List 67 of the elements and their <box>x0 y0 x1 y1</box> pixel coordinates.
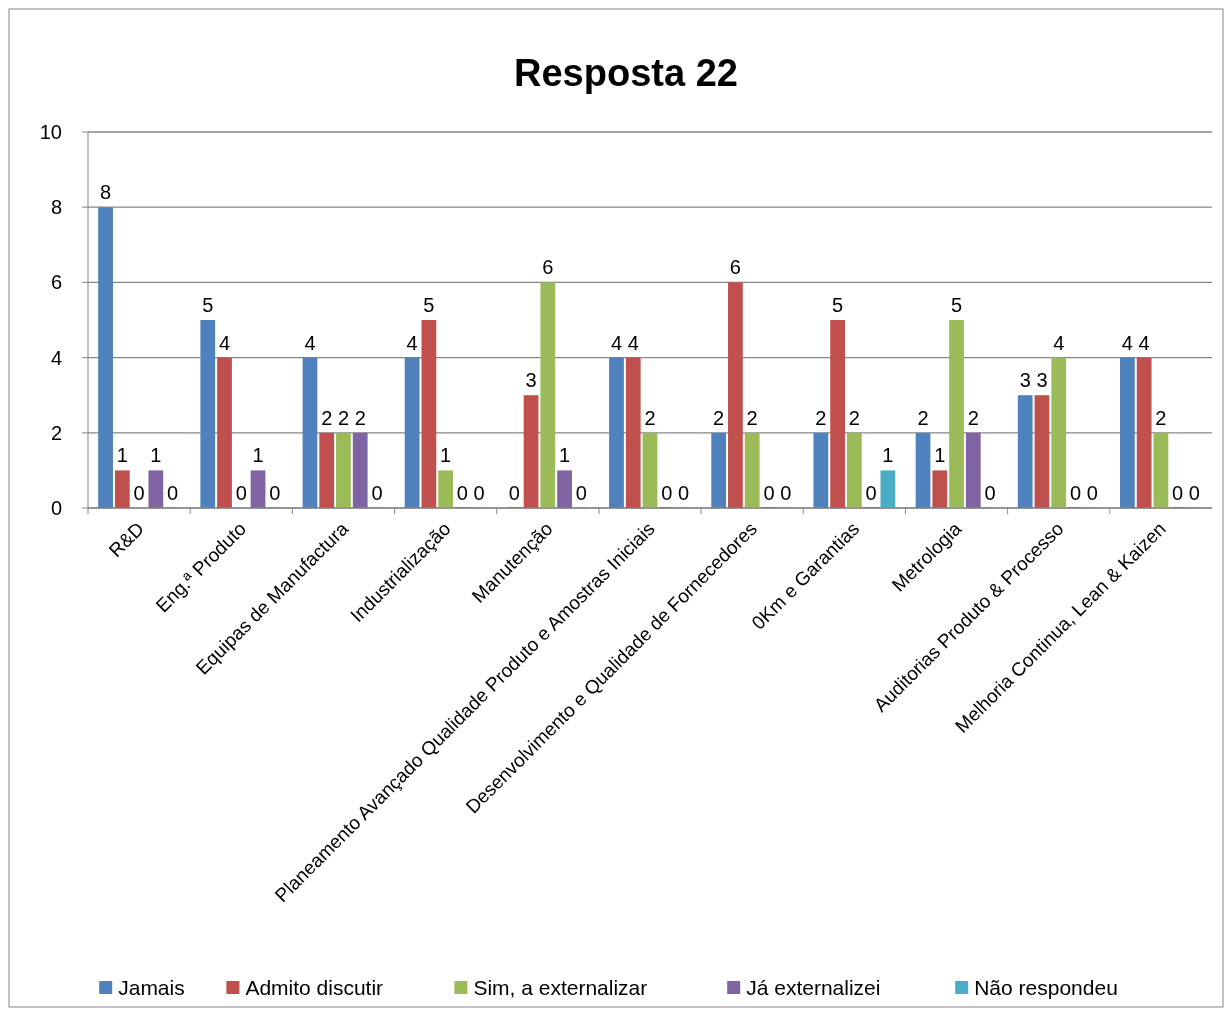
data-label: 5 <box>832 294 844 316</box>
data-label: 3 <box>1036 369 1048 392</box>
data-label: 0 <box>235 482 247 504</box>
legend-label: Não respondeu <box>974 976 1118 999</box>
data-label: 2 <box>321 406 333 429</box>
data-label: 2 <box>644 406 656 429</box>
data-label: 4 <box>1138 331 1150 354</box>
data-label: 0 <box>865 482 877 504</box>
data-label: 4 <box>304 331 316 354</box>
data-label: 6 <box>729 256 741 279</box>
data-label: 0 <box>1172 482 1184 504</box>
data-label: 1 <box>882 444 894 467</box>
legend-label: Sim, a externalizar <box>473 976 648 999</box>
data-label: 3 <box>1019 369 1031 392</box>
data-label: 2 <box>337 406 350 429</box>
data-label: 8 <box>100 181 112 204</box>
data-label: 1 <box>150 444 162 467</box>
data-label: 0 <box>456 482 468 504</box>
legend-label: Já externalizei <box>746 976 881 999</box>
data-label: 0 <box>575 482 587 504</box>
data-label: 0 <box>677 482 690 504</box>
data-label: 1 <box>559 444 571 467</box>
data-label: 2 <box>713 406 725 429</box>
data-label: 0 <box>780 482 792 504</box>
data-label: 0 <box>984 482 996 504</box>
data-label: 0 <box>661 482 673 504</box>
y-tick-label: 2 <box>50 421 62 444</box>
data-label: 4 <box>1053 331 1065 354</box>
data-label: 1 <box>252 444 264 467</box>
chart-title: Resposta 22 <box>514 52 738 94</box>
data-label: 5 <box>202 294 214 316</box>
data-label: 1 <box>934 444 946 467</box>
data-label: 3 <box>525 369 537 392</box>
y-tick-label: 4 <box>50 346 62 369</box>
data-label: 0 <box>1188 482 1200 504</box>
data-label: 5 <box>423 294 435 316</box>
data-label: 4 <box>218 331 231 354</box>
data-label: 4 <box>406 331 418 354</box>
data-label: 1 <box>440 444 452 467</box>
data-label: 5 <box>950 294 963 316</box>
data-label: 0 <box>133 482 145 504</box>
data-label: 1 <box>116 444 128 467</box>
data-label: 0 <box>269 482 281 504</box>
data-label: 2 <box>967 406 979 429</box>
data-label: 2 <box>848 406 860 429</box>
data-label: 0 <box>1069 482 1082 504</box>
data-label: 0 <box>1086 482 1098 504</box>
y-tick-label: 0 <box>50 497 62 519</box>
data-label: 6 <box>542 256 554 279</box>
data-label: 2 <box>746 406 758 429</box>
data-label: 4 <box>627 331 639 354</box>
y-tick-label: 8 <box>50 196 62 219</box>
y-tick-label: 6 <box>50 271 62 294</box>
data-label: 0 <box>371 482 383 504</box>
legend-label: Admito discutir <box>245 976 384 999</box>
data-label: 4 <box>610 331 623 354</box>
data-label: 2 <box>354 406 366 429</box>
data-label: 2 <box>1155 406 1167 429</box>
data-label: 2 <box>815 406 827 429</box>
data-label: 0 <box>473 482 485 504</box>
y-tick-label: 10 <box>39 121 62 143</box>
data-label: 0 <box>508 482 520 504</box>
data-label: 4 <box>1121 331 1133 354</box>
data-label: 2 <box>917 406 929 429</box>
legend-label: Jamais <box>118 976 185 999</box>
data-label: 0 <box>763 482 775 504</box>
data-label: 0 <box>167 482 179 504</box>
